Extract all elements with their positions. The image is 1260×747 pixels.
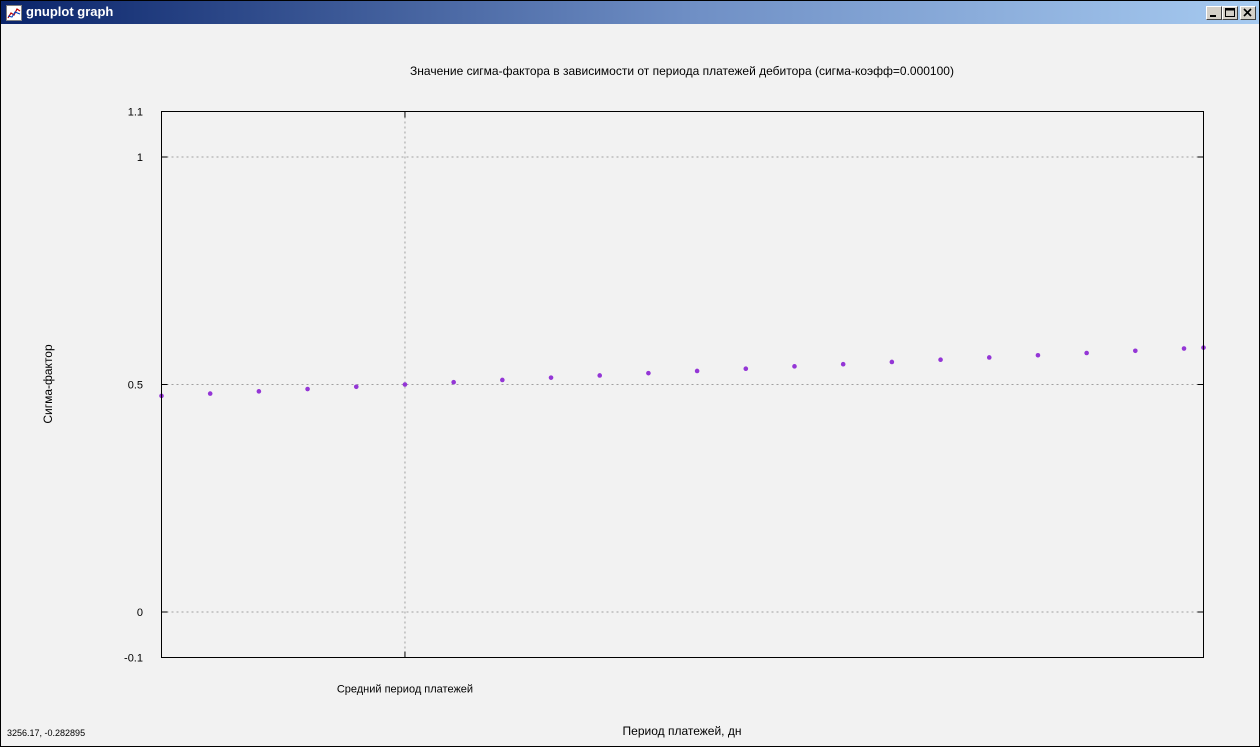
data-point bbox=[1035, 352, 1041, 358]
mouse-coordinates-readout: 3256.17, -0.282895 bbox=[7, 728, 86, 738]
data-point bbox=[207, 391, 213, 396]
title-bar[interactable]: gnuplot graph bbox=[1, 1, 1259, 24]
x-tick-label: Средний период платежей bbox=[337, 684, 473, 696]
data-point bbox=[840, 361, 846, 367]
maximize-icon bbox=[1225, 8, 1235, 17]
data-point bbox=[256, 389, 262, 394]
close-button[interactable] bbox=[1240, 6, 1256, 20]
y-tick-label: -0.1 bbox=[124, 653, 143, 665]
y-axis-label: Сигма-фактор bbox=[41, 344, 55, 424]
y-tick-label: 0.5 bbox=[128, 380, 143, 392]
axis-ticks: -0.1 0 0.5 1 1.1 Средний период платежей bbox=[124, 107, 1204, 696]
data-point bbox=[743, 366, 749, 372]
data-point bbox=[694, 368, 700, 374]
y-tick-label: 0 bbox=[137, 607, 143, 619]
close-icon bbox=[1243, 8, 1252, 17]
data-point bbox=[1084, 350, 1089, 356]
minimize-button[interactable] bbox=[1206, 6, 1222, 20]
maximize-button[interactable] bbox=[1222, 6, 1238, 20]
data-point bbox=[986, 355, 992, 360]
data-point bbox=[646, 370, 651, 376]
series-points bbox=[159, 345, 1206, 399]
chart: Значение сигма-фактора в зависимости от … bbox=[41, 64, 1206, 738]
grid-lines bbox=[161, 111, 1204, 658]
plot-canvas[interactable]: Значение сигма-фактора в зависимости от … bbox=[1, 24, 1259, 746]
data-point bbox=[1181, 346, 1187, 351]
data-point bbox=[500, 377, 505, 383]
data-point bbox=[597, 373, 603, 378]
y-tick-label: 1 bbox=[137, 152, 143, 164]
data-point bbox=[451, 379, 456, 385]
window-title: gnuplot graph bbox=[26, 4, 114, 19]
y-tick-label: 1.1 bbox=[128, 107, 143, 119]
data-point bbox=[353, 384, 359, 390]
data-point bbox=[305, 386, 310, 392]
minimize-icon bbox=[1210, 15, 1216, 17]
data-point bbox=[548, 375, 554, 380]
data-point bbox=[938, 357, 943, 363]
x-axis-label: Период платежей, дн bbox=[623, 724, 742, 738]
gnuplot-chart-icon bbox=[6, 5, 22, 21]
data-point bbox=[1133, 348, 1138, 354]
data-point bbox=[792, 364, 797, 369]
chart-title: Значение сигма-фактора в зависимости от … bbox=[410, 64, 954, 78]
data-point bbox=[889, 359, 895, 365]
data-point bbox=[402, 382, 408, 387]
